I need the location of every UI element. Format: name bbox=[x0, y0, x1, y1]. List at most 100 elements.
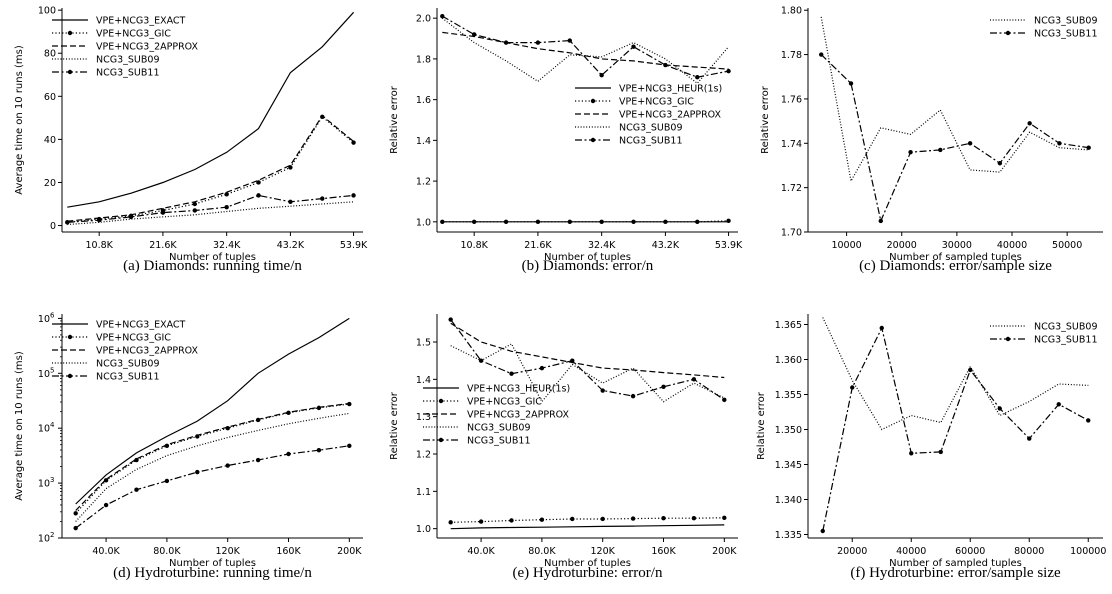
data-point-vpe-ncg3-gic bbox=[695, 219, 700, 225]
series-line-ncg3-sub11 bbox=[67, 194, 354, 223]
legend-label-ncg3-sub11: NCG3_SUB11 bbox=[96, 372, 160, 383]
x-axis-label: Number of sampled tuples bbox=[889, 252, 1022, 263]
data-point-ncg3-sub11 bbox=[968, 367, 973, 373]
data-point-ncg3-sub11 bbox=[440, 13, 445, 19]
data-point-vpe-ncg3-gic bbox=[567, 219, 572, 225]
legend-label-vpe-ncg3-gic: VPE+NCG3_GIC bbox=[96, 29, 171, 40]
legend-label-vpe-ncg3-2approx: VPE+NCG3_2APPROX bbox=[96, 42, 199, 53]
data-point-vpe-ncg3-gic bbox=[73, 511, 78, 516]
series-line-vpe-ncg3-2approx bbox=[450, 322, 725, 379]
legend-marker bbox=[67, 373, 73, 379]
x-tick-label: 20000 bbox=[837, 546, 867, 557]
y-tick-label: 60 bbox=[44, 92, 56, 103]
x-tick-label: 40.0K bbox=[467, 546, 495, 557]
legend-label-vpe-ncg3-gic: VPE+NCG3_GIC bbox=[619, 97, 694, 108]
y-axis-label: Average time on 10 runs (ms) bbox=[14, 45, 25, 195]
data-point-ncg3-sub11 bbox=[320, 196, 325, 201]
data-point-ncg3-sub11 bbox=[96, 217, 102, 223]
series-line-ncg3-sub11 bbox=[75, 445, 350, 529]
series-line-vpe-ncg3-gic bbox=[75, 403, 350, 514]
legend-label-vpe-ncg3-2approx: VPE+NCG3_2APPROX bbox=[619, 110, 722, 121]
data-point-vpe-ncg3-gic bbox=[503, 219, 509, 225]
series-line-vpe-ncg3-gic bbox=[442, 220, 729, 223]
series-line-vpe-ncg3-gic bbox=[450, 517, 725, 523]
data-point-ncg3-sub11 bbox=[691, 377, 697, 382]
data-point-ncg3-sub11 bbox=[570, 358, 575, 363]
data-point-vpe-ncg3-gic bbox=[225, 425, 230, 431]
x-tick-label: 200K bbox=[337, 546, 362, 557]
data-point-ncg3-sub11 bbox=[820, 528, 825, 534]
series-line-ncg3-sub11 bbox=[822, 326, 1089, 532]
data-point-ncg3-sub11 bbox=[134, 487, 139, 492]
series-line-vpe-ncg3-2approx bbox=[75, 402, 350, 511]
x-tick-label: 200K bbox=[712, 546, 737, 557]
y-tick-label: 10 bbox=[38, 424, 50, 435]
y-tick-label: 1.350 bbox=[775, 425, 802, 436]
y-tick-exponent: 5 bbox=[50, 366, 54, 374]
data-point-vpe-ncg3-gic bbox=[224, 192, 229, 197]
x-tick-label: 43.2K bbox=[277, 240, 305, 251]
y-tick-exponent: 3 bbox=[50, 476, 54, 484]
y-tick-label: 1.6 bbox=[416, 95, 431, 106]
data-point-ncg3-sub11 bbox=[160, 210, 166, 215]
data-point-vpe-ncg3-gic bbox=[478, 519, 484, 524]
data-point-ncg3-sub11 bbox=[256, 193, 261, 198]
y-axis-label: Relative error bbox=[389, 85, 400, 154]
panel-caption: (d) Hydroturbine: running time/n bbox=[113, 565, 312, 581]
x-tick-label: 20000 bbox=[887, 240, 917, 251]
y-tick-exponent: 2 bbox=[50, 531, 54, 539]
data-point-vpe-ncg3-gic bbox=[691, 516, 697, 521]
x-tick-label: 10.8K bbox=[85, 240, 113, 251]
y-tick-label: 40 bbox=[44, 135, 56, 146]
panel-f: 20000 40000 60000 80000 100000 1.335 1.340 1.34… bbox=[756, 314, 1106, 581]
x-tick-label: 21.6K bbox=[524, 240, 552, 251]
data-point-ncg3-sub11 bbox=[661, 384, 666, 389]
data-point-ncg3-sub11 bbox=[1056, 402, 1061, 407]
x-axis-label: Number of sampled tuples bbox=[889, 558, 1022, 569]
legend-label-ncg3-sub09: NCG3_SUB09 bbox=[619, 123, 683, 134]
panel-caption: (f) Hydroturbine: error/sample size bbox=[850, 565, 1061, 581]
x-tick-label: 32.4K bbox=[588, 240, 616, 251]
y-tick-label: 0 bbox=[50, 221, 56, 232]
data-point-vpe-ncg3-gic bbox=[256, 180, 261, 185]
x-tick-label: 53.9K bbox=[715, 240, 743, 251]
data-point-ncg3-sub11 bbox=[600, 388, 605, 393]
legend-label-ncg3-sub11: NCG3_SUB11 bbox=[1034, 29, 1098, 40]
data-point-ncg3-sub11 bbox=[192, 208, 197, 213]
legend-label-ncg3-sub11: NCG3_SUB11 bbox=[1034, 335, 1098, 346]
data-point-ncg3-sub11 bbox=[909, 451, 914, 456]
panel-c: 10000 20000 30000 40000 50000 1.70 1.72 1.74 1.7… bbox=[760, 6, 1103, 274]
x-tick-label: 80.0K bbox=[153, 546, 181, 557]
data-point-vpe-ncg3-gic bbox=[103, 478, 109, 483]
y-tick-label: 1.2 bbox=[416, 450, 431, 461]
data-point-ncg3-sub11 bbox=[288, 199, 293, 205]
data-point-ncg3-sub11 bbox=[224, 205, 229, 210]
legend: VPE+NCG3_HEUR(1s) VPE+NCG3_GIC VPE+NCG3_2A… bbox=[575, 84, 722, 147]
y-tick-label: 1.3 bbox=[416, 412, 431, 423]
data-point-ncg3-sub11 bbox=[630, 393, 636, 399]
panel-caption: (c) Diamonds: error/sample size bbox=[859, 258, 1052, 274]
x-axis-label: Number of tuples bbox=[544, 252, 631, 263]
legend-label-vpe-ncg3-exact: VPE+NCG3_EXACT bbox=[96, 16, 186, 27]
data-point-ncg3-sub11 bbox=[938, 147, 943, 153]
series-line-ncg3-sub09 bbox=[822, 317, 1089, 431]
x-tick-label: 80.0K bbox=[528, 546, 556, 557]
data-point-ncg3-sub11 bbox=[567, 38, 572, 43]
y-tick-label: 1.340 bbox=[775, 495, 802, 506]
legend-label-ncg3-sub09: NCG3_SUB09 bbox=[96, 359, 160, 370]
data-point-vpe-ncg3-gic bbox=[440, 219, 445, 225]
legend-marker bbox=[590, 137, 596, 143]
y-axis-label: Relative error bbox=[756, 391, 767, 460]
legend: VPE+NCG3_EXACT VPE+NCG3_GIC VPE+NCG3_2APPR… bbox=[52, 320, 199, 383]
legend-label-ncg3-sub09: NCG3_SUB09 bbox=[96, 55, 160, 66]
legend-marker bbox=[1005, 30, 1011, 36]
legend-label-vpe-ncg3-2approx: VPE+NCG3_2APPROX bbox=[467, 410, 570, 421]
data-point-ncg3-sub11 bbox=[1027, 436, 1032, 441]
y-tick-label: 1.76 bbox=[781, 94, 802, 105]
data-point-ncg3-sub11 bbox=[471, 32, 477, 37]
legend-label-vpe-ncg3-2approx: VPE+NCG3_2APPROX bbox=[96, 346, 199, 357]
legend-label-vpe-ncg3-heur-1s: VPE+NCG3_HEUR(1s) bbox=[619, 84, 722, 95]
data-point-ncg3-sub11 bbox=[726, 68, 731, 74]
series-line-vpe-ncg3-2approx bbox=[67, 114, 354, 222]
